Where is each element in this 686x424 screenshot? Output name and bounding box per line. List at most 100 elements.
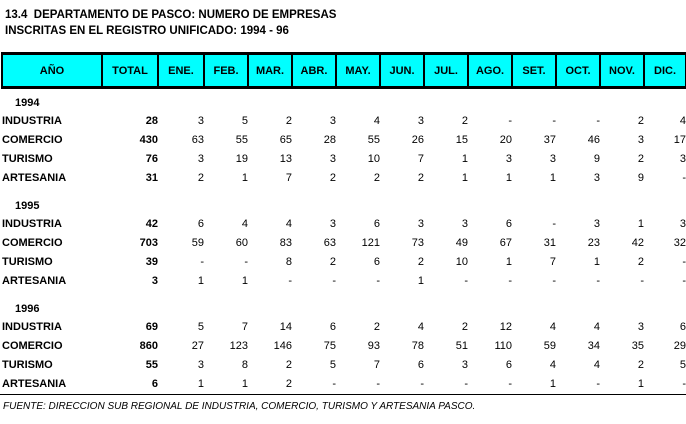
- month-value: 1: [505, 172, 512, 184]
- column-header-0: AÑO: [1, 52, 103, 89]
- row-label: INDUSTRIA: [2, 115, 62, 127]
- month-value: 3: [637, 321, 644, 333]
- month-value: 7: [285, 172, 292, 184]
- row-label: COMERCIO: [2, 237, 63, 249]
- month-value: -: [508, 275, 512, 287]
- month-value: 2: [285, 115, 292, 127]
- month-value: 12: [499, 321, 512, 333]
- month-value: 26: [411, 134, 424, 146]
- month-value: 2: [373, 172, 380, 184]
- month-value: 2: [197, 172, 204, 184]
- total-value: 55: [145, 359, 158, 371]
- month-value: 34: [587, 340, 600, 352]
- month-value: 4: [679, 115, 686, 127]
- month-value: 3: [417, 115, 424, 127]
- month-value: 6: [505, 359, 512, 371]
- month-value: 1: [241, 172, 248, 184]
- month-value: 7: [373, 359, 380, 371]
- month-value: 28: [323, 134, 336, 146]
- month-value: 19: [235, 153, 248, 165]
- month-value: 146: [273, 340, 292, 352]
- month-value: 6: [329, 321, 336, 333]
- month-value: -: [464, 275, 468, 287]
- table-row: TURISMO 39 - - 8 2 6 2 10 1 7 1 2 -: [2, 253, 686, 272]
- table-row: ARTESANIA 31 2 1 7 2 2 2 1 1 1 3 9 -: [2, 169, 686, 188]
- month-value: 29: [673, 340, 686, 352]
- month-value: 2: [329, 256, 336, 268]
- row-label: ARTESANIA: [2, 172, 67, 184]
- month-value: 6: [679, 321, 686, 333]
- month-value: -: [332, 275, 336, 287]
- month-value: 65: [279, 134, 292, 146]
- month-value: 42: [631, 237, 644, 249]
- month-value: 3: [593, 172, 600, 184]
- month-value: -: [552, 115, 556, 127]
- row-label: ARTESANIA: [2, 378, 67, 390]
- table-title: 13.4 DEPARTAMENTO DE PASCO: NUMERO DE EM…: [0, 0, 686, 39]
- month-value: -: [332, 378, 336, 390]
- month-value: 23: [587, 237, 600, 249]
- source-note: FUENTE: DIRECCION SUB REGIONAL DE INDUST…: [0, 393, 686, 412]
- month-value: 4: [285, 218, 292, 230]
- month-value: 2: [461, 321, 468, 333]
- month-value: -: [682, 172, 686, 184]
- row-label: TURISMO: [2, 256, 53, 268]
- month-value: 6: [417, 359, 424, 371]
- month-value: -: [640, 275, 644, 287]
- month-value: 59: [543, 340, 556, 352]
- month-value: 4: [549, 321, 556, 333]
- month-value: 3: [329, 153, 336, 165]
- month-value: 14: [279, 321, 292, 333]
- month-value: 3: [197, 359, 204, 371]
- table-row: INDUSTRIA 69 5 7 14 6 2 4 2 12 4 4 3 6: [2, 318, 686, 337]
- month-value: 59: [191, 237, 204, 249]
- column-header-11: OCT.: [555, 52, 601, 89]
- month-value: 9: [593, 153, 600, 165]
- month-value: 1: [197, 378, 204, 390]
- year-label: 1994: [15, 96, 40, 109]
- month-value: 2: [637, 153, 644, 165]
- column-header-9: AGO.: [467, 52, 513, 89]
- column-header-5: ABR.: [291, 52, 337, 89]
- month-value: -: [596, 115, 600, 127]
- month-value: 60: [235, 237, 248, 249]
- month-value: 37: [543, 134, 556, 146]
- total-value: 6: [151, 378, 158, 390]
- month-value: 27: [191, 340, 204, 352]
- month-value: -: [682, 275, 686, 287]
- row-label: TURISMO: [2, 153, 53, 165]
- column-header-6: MAY.: [335, 52, 381, 89]
- total-value: 42: [145, 218, 158, 230]
- row-label: INDUSTRIA: [2, 321, 62, 333]
- month-value: 20: [499, 134, 512, 146]
- column-header-8: JUL.: [423, 52, 469, 89]
- table-row: ARTESANIA 3 1 1 - - - 1 - - - - - -: [2, 272, 686, 291]
- month-value: 2: [329, 172, 336, 184]
- month-value: -: [682, 378, 686, 390]
- month-value: 17: [673, 134, 686, 146]
- month-value: 63: [323, 237, 336, 249]
- month-value: 1: [461, 153, 468, 165]
- empresas-table: AÑO TOTAL ENE. FEB. MAR. ABR. MAY. JUN. JUL. AGO.…: [1, 52, 686, 394]
- month-value: 93: [367, 340, 380, 352]
- month-value: 9: [637, 172, 644, 184]
- column-header-2: ENE.: [157, 52, 205, 89]
- month-value: 3: [593, 218, 600, 230]
- year-row-1995: 1995: [2, 188, 686, 215]
- month-value: 35: [631, 340, 644, 352]
- month-value: 75: [323, 340, 336, 352]
- month-value: 4: [593, 359, 600, 371]
- month-value: 2: [637, 256, 644, 268]
- column-header-12: NOV.: [599, 52, 645, 89]
- month-value: 1: [197, 275, 204, 287]
- total-value: 703: [139, 237, 158, 249]
- month-value: 3: [329, 115, 336, 127]
- month-value: 6: [373, 256, 380, 268]
- month-value: 121: [361, 237, 380, 249]
- month-value: 1: [461, 172, 468, 184]
- month-value: 123: [229, 340, 248, 352]
- month-value: 10: [455, 256, 468, 268]
- month-value: 8: [285, 256, 292, 268]
- month-value: 1: [549, 172, 556, 184]
- column-header-13: DIC.: [643, 52, 686, 89]
